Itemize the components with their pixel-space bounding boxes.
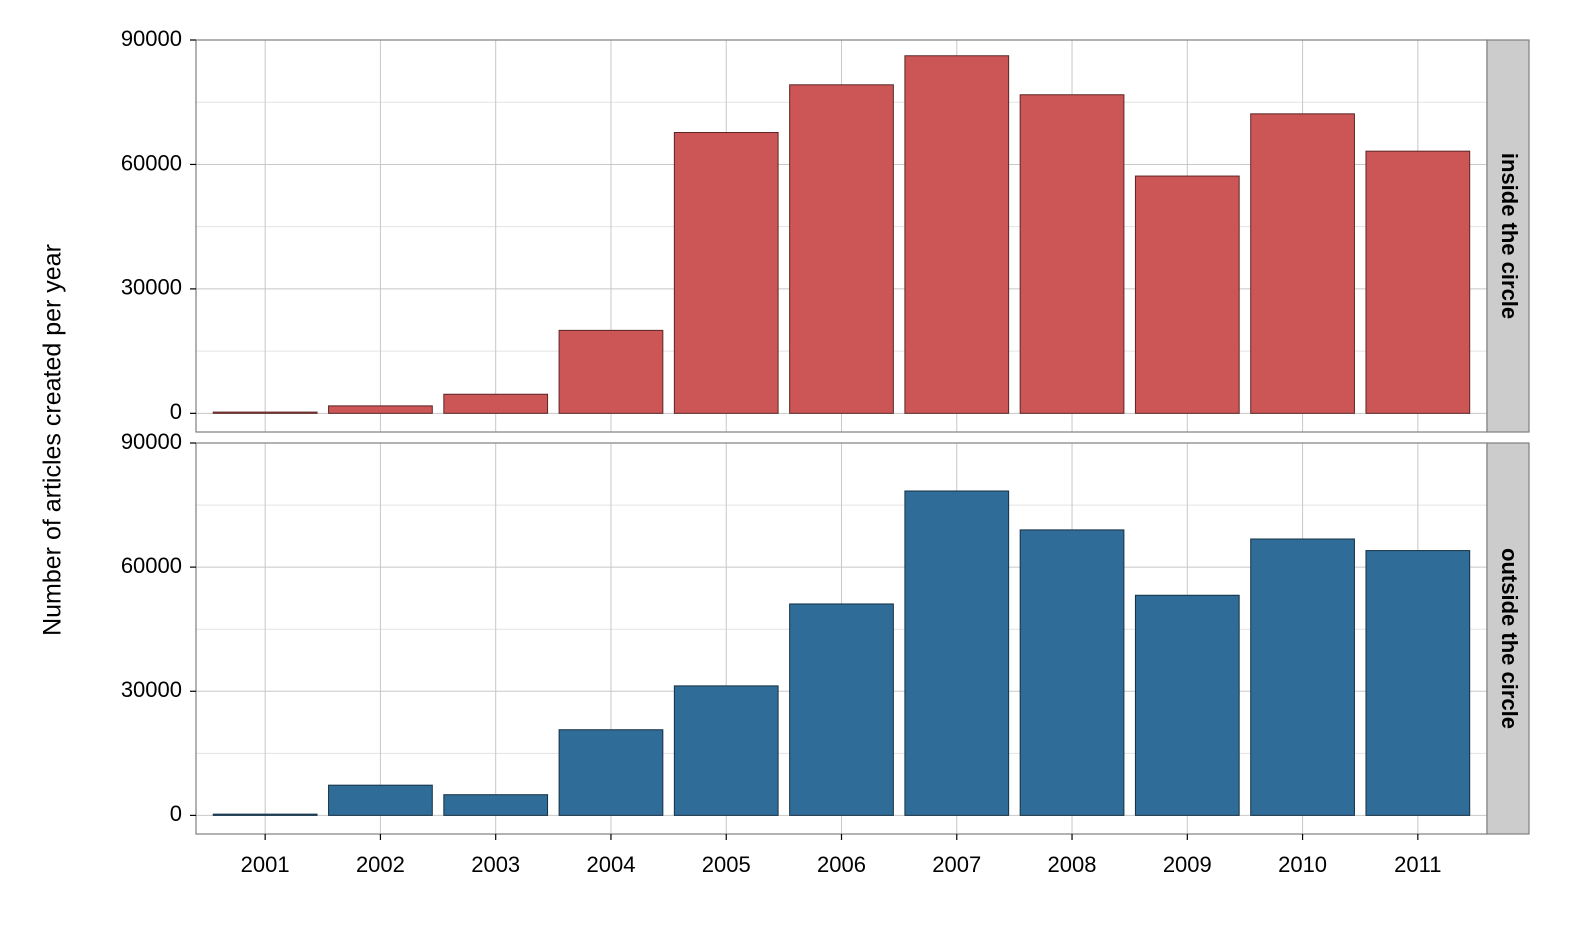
facet-strip [1486,39,1530,433]
bar-2002 [328,784,433,816]
bar-2002 [328,405,433,414]
x-tick-label: 2001 [241,852,290,877]
x-tick-label: 2003 [471,852,520,877]
x-tick-label: 2009 [1163,852,1212,877]
bar-2010 [1250,113,1355,414]
bar-2009 [1134,175,1240,414]
bar-2003 [443,393,549,414]
y-tick-label: 30000 [121,275,182,300]
bar-2010 [1250,538,1355,816]
x-tick-label: 2002 [356,852,405,877]
facet-strip [1486,442,1530,835]
x-tick-label: 2010 [1278,852,1327,877]
bar-2005 [673,132,779,414]
bar-2001 [212,813,318,816]
bar-2008 [1019,94,1125,414]
x-tick-label: 2008 [1048,852,1097,877]
x-tick-label: 2005 [702,852,751,877]
bar-2011 [1365,550,1471,816]
bar-2003 [443,794,549,816]
bar-2001 [212,411,318,414]
bar-2005 [673,685,779,816]
y-tick-label: 60000 [121,150,182,175]
bar-2007 [904,55,1010,414]
y-tick-label: 0 [170,399,182,424]
x-tick-label: 2004 [586,852,635,877]
bar-2004 [558,729,664,816]
y-tick-label: 90000 [121,429,182,454]
x-tick-label: 2006 [817,852,866,877]
y-tick-label: 30000 [121,677,182,702]
facet-strip-label: inside the circle [1497,153,1522,319]
y-tick-label: 0 [170,801,182,826]
panels: 0 30000 60000 90000 inside the circle 0 30000 6… [121,26,1530,877]
x-tick-label: 2011 [1394,852,1441,877]
bar-2008 [1019,529,1125,816]
bar-2011 [1365,150,1471,414]
panel-2: 0 30000 60000 90000 outside the circle 2001 20… [121,429,1530,877]
bar-2009 [1134,594,1240,816]
bar-2006 [789,603,894,816]
bar-2004 [558,329,664,414]
bar-2007 [904,490,1010,816]
y-tick-label: 60000 [121,553,182,578]
panel-1: 0 30000 60000 90000 inside the circle [121,26,1530,433]
facet-strip-label: outside the circle [1497,548,1522,729]
bar-2006 [789,84,894,414]
y-tick-label: 90000 [121,26,182,51]
x-tick-label: 2007 [932,852,981,877]
y-axis-title: Number of articles created per year [39,244,67,636]
